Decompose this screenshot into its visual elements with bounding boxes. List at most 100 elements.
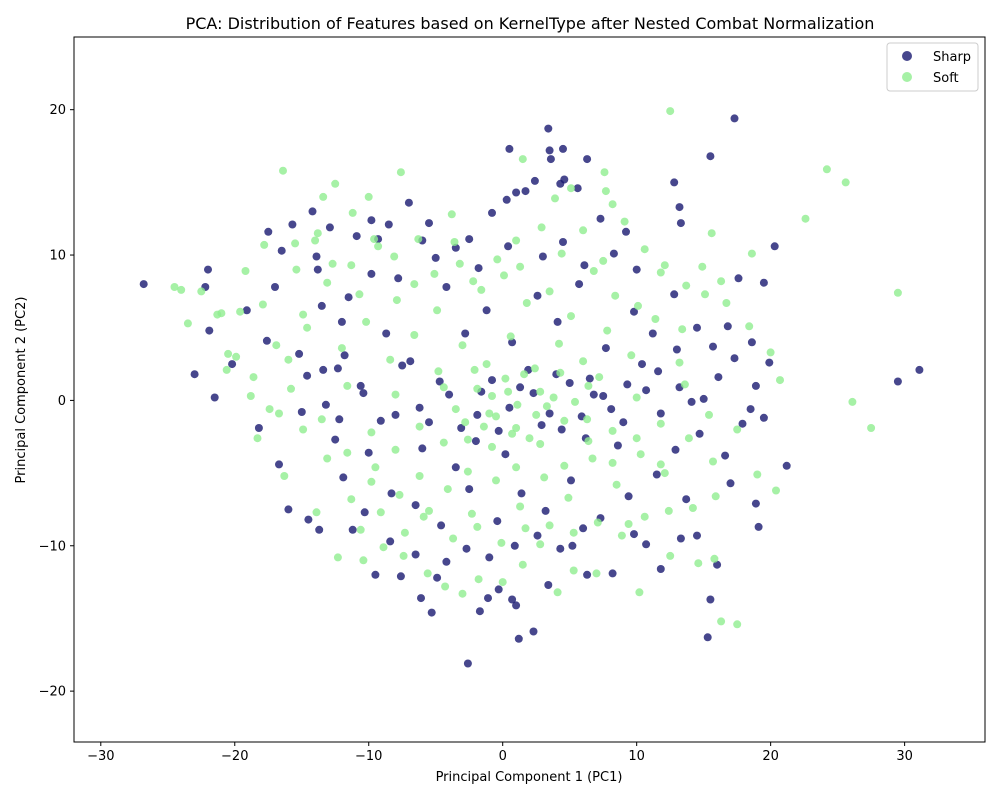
point-sharp-69 [508, 595, 517, 604]
point-soft-105 [275, 409, 283, 418]
point-soft-80 [678, 325, 687, 334]
point-sharp-143 [418, 444, 427, 453]
point-soft-57 [333, 553, 342, 562]
point-soft-129 [458, 341, 467, 350]
point-sharp-164 [367, 269, 376, 278]
point-soft-107 [317, 415, 326, 424]
point-sharp-73 [463, 659, 472, 668]
point-sharp-45 [730, 114, 739, 123]
point-sharp-63 [583, 570, 592, 579]
point-sharp-156 [580, 261, 589, 270]
point-soft-43 [624, 520, 633, 528]
point-sharp-176 [386, 537, 395, 546]
point-sharp-32 [546, 155, 555, 164]
point-soft-195 [664, 506, 673, 515]
x-tick-label: 0 [499, 749, 507, 764]
point-soft-213 [532, 410, 541, 419]
point-soft-167 [430, 269, 439, 278]
point-sharp-0 [139, 280, 148, 289]
point-sharp-27 [505, 144, 514, 153]
point-soft-116 [536, 387, 545, 396]
point-sharp-70 [494, 585, 503, 594]
point-soft-24 [601, 187, 610, 196]
point-sharp-65 [544, 581, 553, 589]
point-soft-91 [612, 480, 621, 489]
point-sharp-193 [494, 426, 503, 435]
x-tick-label: 20 [762, 749, 779, 764]
point-soft-72 [500, 271, 508, 280]
y-axis: −20 −10 0 10 20 [39, 103, 74, 700]
point-sharp-140 [335, 415, 344, 424]
point-soft-173 [557, 249, 566, 258]
point-sharp-184 [672, 345, 681, 354]
point-sharp-202 [321, 400, 330, 409]
point-soft-21 [551, 194, 559, 203]
point-soft-33 [848, 397, 857, 406]
point-sharp-153 [699, 394, 708, 403]
point-sharp-95 [545, 409, 554, 418]
point-soft-211 [508, 429, 517, 438]
point-soft-59 [280, 472, 289, 480]
point-soft-97 [467, 509, 476, 518]
point-soft-58 [312, 508, 321, 517]
point-soft-53 [423, 569, 432, 578]
point-soft-209 [595, 373, 604, 382]
point-soft-131 [506, 332, 515, 341]
point-soft-175 [599, 256, 608, 265]
point-sharp-86 [356, 381, 365, 390]
point-sharp-87 [382, 329, 391, 338]
point-soft-102 [347, 495, 356, 504]
point-sharp-89 [425, 418, 433, 427]
point-soft-36 [753, 470, 762, 479]
point-soft-162 [348, 208, 357, 217]
point-sharp-126 [465, 485, 474, 494]
point-soft-68 [410, 280, 419, 289]
point-sharp-40 [622, 227, 630, 236]
point-sharp-170 [533, 531, 542, 540]
point-soft-163 [355, 290, 364, 299]
point-sharp-201 [340, 351, 349, 360]
point-sharp-144 [445, 390, 454, 399]
point-soft-104 [299, 425, 308, 434]
point-sharp-29 [521, 187, 530, 196]
point-soft-81 [701, 290, 709, 299]
point-sharp-152 [671, 445, 680, 454]
x-axis-label: Principal Component 1 (PC1) [436, 770, 623, 785]
point-sharp-52 [751, 499, 760, 508]
point-soft-32 [893, 288, 902, 297]
point-sharp-60 [642, 540, 651, 549]
point-sharp-71 [484, 594, 492, 603]
point-sharp-76 [433, 573, 442, 582]
point-sharp-118 [648, 329, 657, 338]
point-sharp-101 [656, 409, 665, 418]
plot-area-frame [73, 36, 986, 743]
point-soft-126 [386, 355, 395, 364]
point-soft-134 [579, 357, 588, 366]
point-soft-92 [588, 454, 597, 463]
point-sharp-128 [517, 489, 526, 498]
point-sharp-137 [295, 349, 304, 358]
point-sharp-64 [568, 541, 577, 550]
point-sharp-165 [344, 293, 353, 302]
y-tick-label: −10 [39, 539, 66, 554]
point-soft-188 [497, 538, 506, 547]
point-sharp-77 [396, 572, 405, 581]
point-soft-112 [439, 383, 448, 392]
point-sharp-196 [435, 377, 444, 386]
point-soft-56 [359, 556, 368, 565]
point-soft-168 [450, 238, 459, 246]
point-soft-185 [425, 506, 433, 515]
point-sharp-31 [544, 124, 553, 133]
y-tick-label: 0 [58, 394, 66, 409]
point-sharp-151 [642, 386, 651, 395]
point-soft-124 [337, 344, 346, 353]
point-sharp-162 [504, 242, 513, 251]
point-sharp-62 [608, 569, 617, 578]
point-sharp-121 [709, 342, 717, 351]
point-sharp-78 [371, 570, 380, 579]
point-soft-10 [260, 240, 269, 249]
point-soft-64 [323, 278, 332, 287]
point-soft-157 [272, 341, 281, 350]
x-tick-label: 10 [628, 749, 645, 764]
point-soft-184 [400, 528, 409, 537]
